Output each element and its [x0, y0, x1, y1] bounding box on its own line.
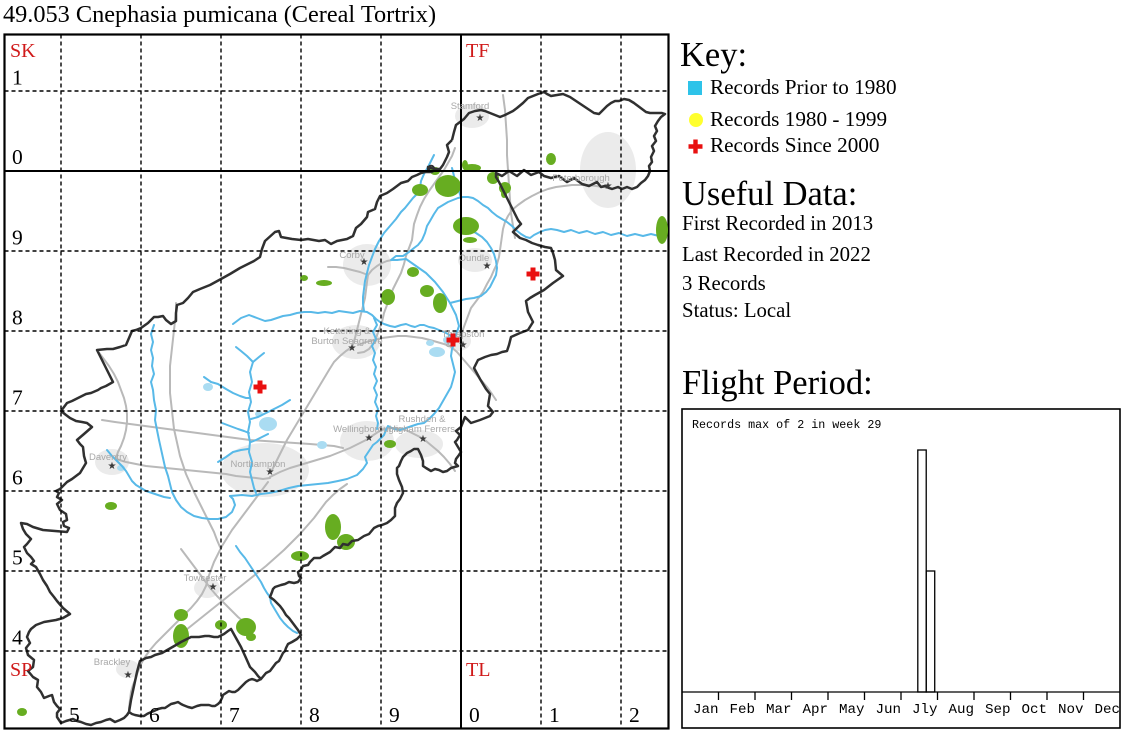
svg-text:★: ★: [459, 340, 468, 351]
svg-text:Corby: Corby: [339, 250, 365, 261]
svg-text:Jly: Jly: [912, 702, 938, 718]
svg-text:1: 1: [549, 703, 560, 727]
svg-text:★: ★: [266, 467, 275, 478]
svg-text:★: ★: [124, 670, 133, 681]
svg-text:Higham Ferrers: Higham Ferrers: [389, 424, 455, 435]
svg-text:Aug: Aug: [949, 702, 975, 718]
svg-text:Wellingborough: Wellingborough: [333, 424, 399, 435]
svg-text:★: ★: [108, 461, 117, 472]
svg-text:Records max of 2 in week 29: Records max of 2 in week 29: [692, 418, 881, 432]
svg-text:7: 7: [12, 386, 23, 410]
svg-text:★: ★: [209, 582, 218, 593]
svg-text:4: 4: [12, 626, 23, 650]
svg-text:TL: TL: [466, 659, 490, 681]
svg-text:8: 8: [12, 306, 23, 330]
svg-text:6: 6: [149, 703, 160, 727]
svg-text:1: 1: [12, 66, 23, 90]
svg-text:Burton Seagrave: Burton Seagrave: [311, 336, 382, 347]
svg-text:Stamford: Stamford: [451, 101, 490, 112]
svg-text:0: 0: [12, 145, 23, 169]
svg-text:Sep: Sep: [985, 702, 1011, 718]
svg-text:Kettering &: Kettering &: [324, 326, 372, 337]
svg-text:★: ★: [419, 434, 428, 445]
svg-text:Peterborough: Peterborough: [552, 173, 610, 184]
svg-text:Oct: Oct: [1022, 702, 1048, 718]
svg-text:Jan: Jan: [693, 702, 719, 718]
svg-text:★: ★: [604, 181, 613, 192]
svg-text:Apr: Apr: [803, 702, 829, 718]
svg-text:Jun: Jun: [876, 702, 902, 718]
svg-text:2: 2: [629, 703, 640, 727]
svg-text:8: 8: [309, 703, 320, 727]
svg-text:SP: SP: [10, 659, 32, 681]
svg-text:Thrapston: Thrapston: [442, 329, 485, 340]
svg-text:Brackley: Brackley: [94, 657, 131, 668]
svg-text:5: 5: [12, 546, 23, 570]
svg-text:★: ★: [476, 113, 485, 124]
svg-text:Oundle: Oundle: [459, 253, 490, 264]
svg-text:SK: SK: [10, 40, 36, 62]
svg-text:6: 6: [12, 466, 23, 490]
svg-text:9: 9: [12, 226, 23, 250]
svg-text:Mar: Mar: [766, 702, 792, 718]
svg-text:Nov: Nov: [1058, 702, 1084, 718]
svg-text:Feb: Feb: [730, 702, 756, 718]
svg-text:★: ★: [483, 261, 492, 272]
svg-text:★: ★: [348, 343, 357, 354]
svg-text:0: 0: [469, 703, 480, 727]
svg-text:Dec: Dec: [1095, 702, 1121, 718]
svg-text:&: &: [446, 339, 453, 350]
svg-text:5: 5: [69, 703, 80, 727]
svg-text:Daventry: Daventry: [89, 452, 127, 463]
svg-text:9: 9: [389, 703, 400, 727]
svg-text:★: ★: [365, 433, 374, 444]
svg-text:★: ★: [360, 257, 369, 268]
svg-text:7: 7: [229, 703, 240, 727]
svg-text:Northampton: Northampton: [231, 459, 286, 470]
svg-text:Rushden &: Rushden &: [398, 414, 446, 425]
svg-text:May: May: [839, 702, 865, 718]
svg-text:Towcester: Towcester: [184, 573, 227, 584]
svg-text:TF: TF: [466, 40, 489, 62]
